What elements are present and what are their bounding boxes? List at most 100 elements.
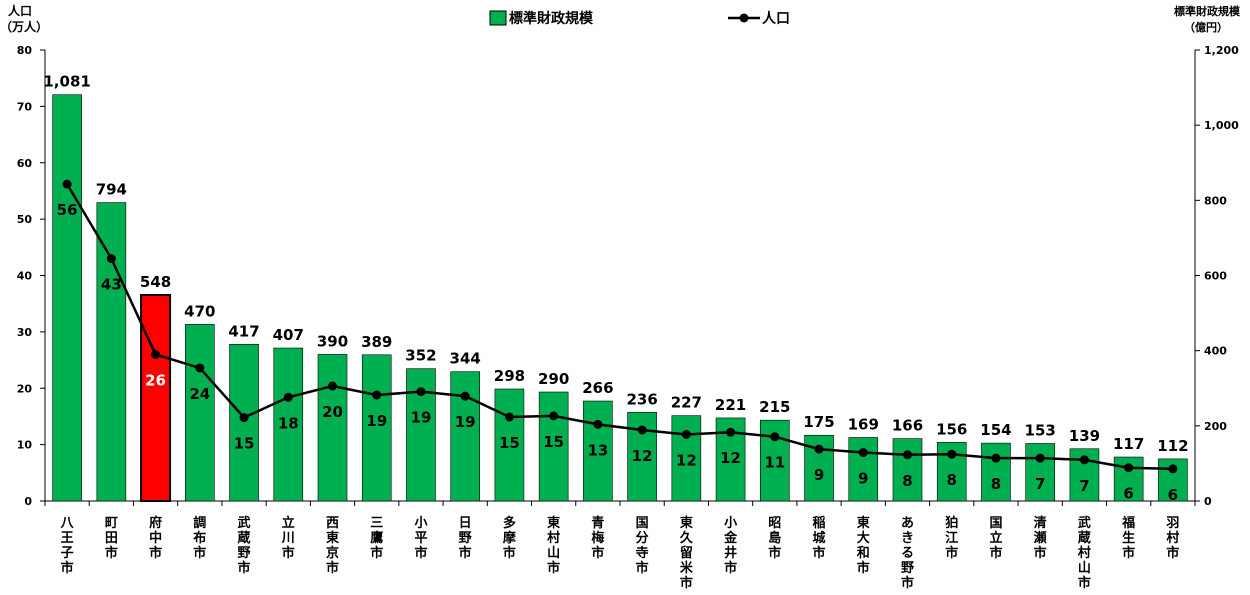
category-label: 東久留米市 (680, 515, 694, 591)
population-point (637, 425, 647, 435)
left-axis-title-line2: （万人） (0, 19, 48, 34)
right-tick-label: 1,000 (1204, 119, 1239, 132)
legend: 標準財政規模 人口 (489, 10, 790, 27)
category-label: 青梅市 (591, 515, 604, 561)
bar-value-label: 266 (582, 379, 613, 397)
population-point (1124, 463, 1134, 473)
right-tick-label: 400 (1204, 345, 1227, 358)
population-value-label: 12 (632, 447, 653, 465)
population-value-label: 12 (676, 451, 697, 469)
bar-value-label: 156 (936, 420, 967, 438)
left-tick-label: 0 (24, 495, 32, 508)
legend-bar-swatch (489, 10, 507, 26)
population-value-label: 19 (366, 412, 387, 430)
bar (140, 294, 172, 502)
category-label: 町田市 (105, 516, 118, 561)
category-label: 東村山市 (547, 515, 560, 576)
bar (317, 354, 348, 502)
population-point (239, 413, 249, 423)
category-label: 日野市 (459, 516, 472, 561)
left-tick-label: 10 (17, 439, 33, 452)
line-series (62, 179, 1178, 474)
bar-value-label: 227 (671, 394, 702, 412)
category-label: 小金井市 (723, 516, 738, 576)
bar-value-label: 470 (184, 302, 215, 320)
population-point (770, 432, 780, 442)
population-value-label: 18 (278, 414, 299, 432)
population-point (1035, 453, 1045, 463)
population-point (549, 411, 559, 421)
population-point (726, 427, 736, 437)
bar-value-label: 112 (1157, 437, 1188, 455)
population-value-label: 13 (587, 441, 608, 459)
left-tick-label: 60 (17, 157, 33, 170)
population-value-label: 9 (858, 470, 868, 488)
population-point (372, 390, 382, 400)
population-value-label: 6 (1123, 485, 1133, 503)
population-point (151, 349, 161, 359)
population-value-label: 8 (947, 471, 957, 489)
category-label: 稲城市 (813, 515, 826, 561)
population-value-label: 24 (189, 385, 210, 403)
population-value-label: 15 (499, 434, 520, 452)
population-value-label: 7 (1035, 475, 1045, 493)
population-value-label: 15 (234, 435, 255, 453)
category-label: 調布市 (193, 515, 206, 561)
left-tick-label: 40 (17, 270, 33, 283)
bar-value-label: 221 (715, 396, 746, 414)
population-point (416, 387, 426, 397)
population-point (681, 429, 691, 439)
category-label: 府中市 (149, 515, 162, 561)
population-value-label: 8 (902, 472, 912, 490)
left-tick-label: 70 (17, 100, 33, 113)
bar-series (52, 94, 1188, 502)
right-tick-label: 200 (1204, 420, 1227, 433)
bar (671, 415, 702, 502)
population-value-label: 11 (764, 454, 785, 472)
right-axis-title-line2: （億円） (1184, 20, 1228, 34)
population-point (328, 381, 337, 391)
population-line (66, 183, 1173, 471)
population-point (106, 254, 116, 264)
bar (185, 324, 215, 502)
bar-value-label: 166 (892, 417, 923, 435)
right-axis-title-line1: 標準財政規模 (1174, 4, 1241, 18)
bar-value-label: 215 (759, 398, 790, 416)
population-point (460, 391, 470, 401)
population-point (1079, 455, 1089, 465)
legend-line-label: 人口 (762, 10, 790, 27)
population-value-label: 15 (543, 433, 564, 451)
category-label: 狛江市 (944, 515, 958, 561)
bar-value-label: 298 (494, 367, 525, 385)
left-axis-title-line1: 人口 (8, 3, 32, 18)
category-label: 多摩市 (503, 515, 517, 561)
bar (892, 438, 923, 502)
legend-line-marker (739, 13, 749, 23)
population-point (504, 412, 514, 422)
bar-value-label: 175 (803, 413, 834, 431)
population-point (858, 448, 868, 458)
population-value-label: 8 (991, 475, 1001, 493)
left-tick-label: 80 (17, 44, 33, 57)
category-label: 立川市 (281, 515, 295, 561)
population-value-label: 7 (1079, 477, 1089, 495)
bar-value-label: 389 (361, 333, 392, 351)
right-tick-label: 600 (1204, 270, 1227, 283)
category-label: 東大和市 (857, 515, 870, 576)
population-point (283, 392, 293, 402)
category-label: 国分寺市 (636, 516, 649, 576)
bar-value-label: 1,081 (43, 73, 90, 91)
bar (52, 94, 82, 502)
category-labels: 八王子市 町田市 府中市 調布市 武蔵野市 立川市 西東京市 三鷹市 小平市 日野市 多摩市 東村山市… (60, 515, 1180, 591)
category-label: 福生市 (1121, 515, 1135, 561)
population-point (593, 419, 603, 429)
category-label: 西東京市 (326, 516, 339, 576)
left-tick-label: 50 (17, 213, 33, 226)
bar (229, 343, 259, 502)
bar (361, 354, 392, 502)
category-label: 武蔵村山市 (1078, 515, 1091, 591)
bar-value-label: 794 (96, 181, 127, 199)
population-point (195, 363, 205, 373)
bar-value-label: 417 (228, 322, 259, 340)
